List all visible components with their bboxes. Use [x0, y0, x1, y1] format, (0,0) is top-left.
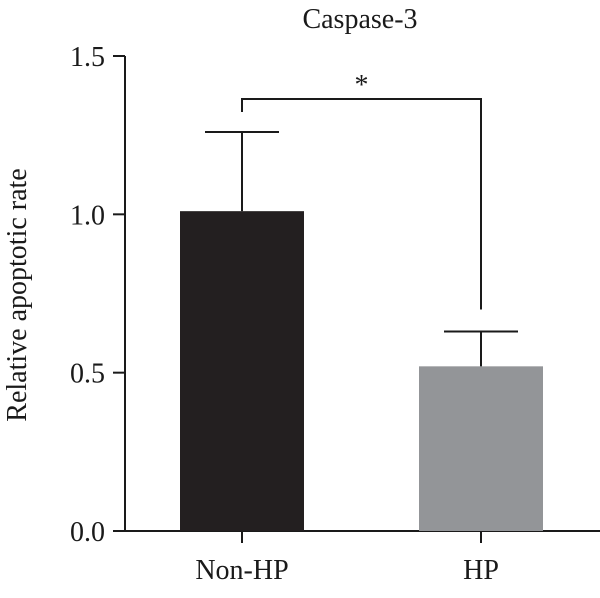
x-tick-label: HP — [463, 555, 499, 586]
x-axis: Non-HP HP — [125, 530, 600, 586]
error-bars-group — [205, 131, 518, 367]
significance-label: * — [355, 70, 369, 101]
chart-title: Caspase-3 — [302, 4, 417, 35]
bar — [180, 211, 304, 531]
x-tick-label: Non-HP — [195, 555, 288, 586]
bars-group — [180, 211, 543, 531]
significance-bracket — [241, 98, 482, 310]
significance-bracket-group: * — [241, 70, 482, 310]
y-tick-label: 1.0 — [70, 200, 105, 231]
y-axis-label: Relative apoptotic rate — [2, 168, 33, 421]
bar — [419, 366, 543, 531]
y-tick-label: 0.5 — [70, 359, 105, 390]
y-tick-label: 1.5 — [70, 42, 105, 73]
y-axis: 0.0 0.5 1.0 1.5 — [70, 42, 126, 548]
y-tick-label: 0.0 — [70, 517, 105, 548]
